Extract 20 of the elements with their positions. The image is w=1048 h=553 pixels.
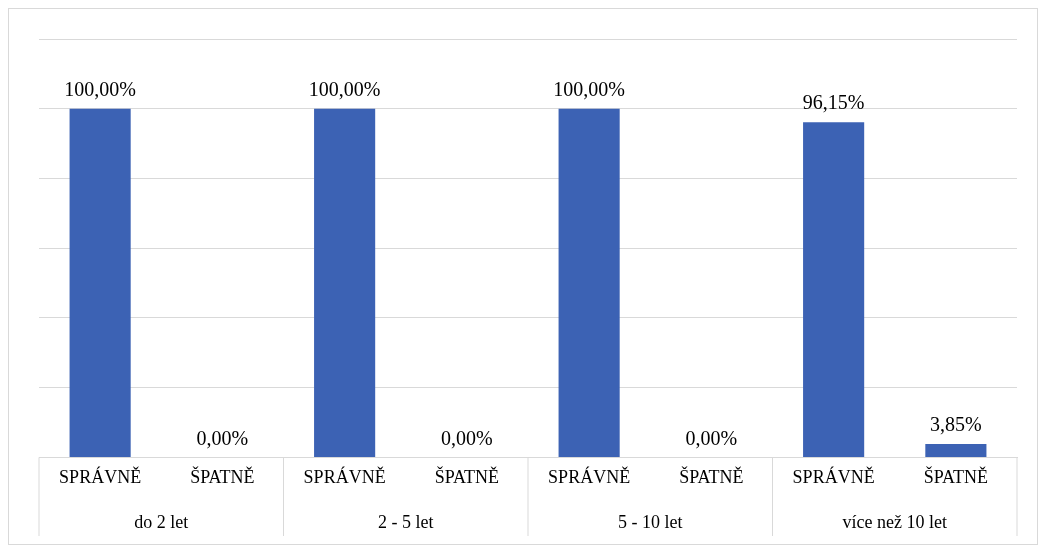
text: 2 - 5 let (378, 511, 434, 532)
x-tick-label: SPRÁVNĚ (548, 465, 631, 487)
x-tick-label: SPRÁVNĚ (303, 465, 386, 487)
data-label: 100,00% (308, 77, 381, 100)
text: do 2 let (134, 511, 189, 532)
data-label: 3,85% (930, 413, 982, 436)
data-label: 0,00% (441, 426, 493, 449)
data-label: 100,00% (64, 77, 136, 100)
data-label: 100,00% (553, 77, 625, 100)
data-label: 0,00% (196, 426, 249, 449)
x-tick-label: ŠPATNĚ (434, 465, 500, 487)
x-tick-label: ŠPATNĚ (679, 465, 744, 487)
text: více než 10 let (842, 511, 947, 532)
x-tick-label: SPRÁVNĚ (59, 465, 142, 487)
data-label: 96,15% (802, 91, 865, 114)
text: 5 - 10 let (618, 511, 683, 532)
x-tick-label: SPRÁVNĚ (792, 465, 875, 487)
x-tick-label: ŠPATNĚ (923, 465, 989, 487)
data-label: 0,00% (685, 426, 738, 449)
x-tick-label: ŠPATNĚ (190, 465, 255, 487)
